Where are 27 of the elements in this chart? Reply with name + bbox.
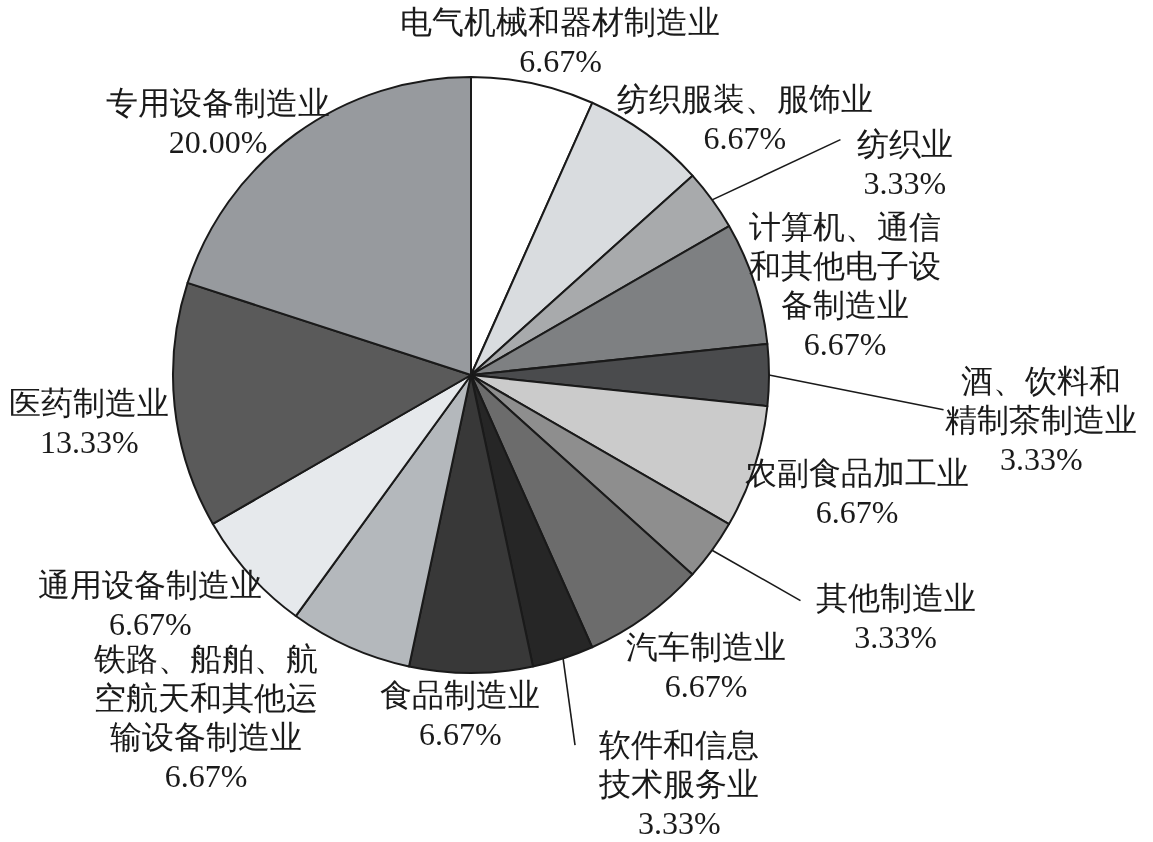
- data-label: 6.67%: [815, 494, 899, 531]
- slice-label: 纺织服装、服饰业: [616, 80, 873, 117]
- slice-label: 铁路、船舶、航空航天和其他运输设备制造业: [93, 640, 318, 755]
- slice-label: 软件和信息技术服务业: [598, 727, 760, 803]
- data-label: 6.67%: [664, 667, 748, 704]
- data-label: 3.33%: [863, 165, 947, 202]
- data-label: 13.33%: [40, 423, 139, 460]
- slice-label: 通用设备制造业: [38, 566, 263, 603]
- slice-label: 医药制造业: [9, 384, 170, 421]
- data-label: 6.67%: [419, 716, 502, 753]
- data-label: 3.33%: [1000, 441, 1083, 478]
- data-label: 6.67%: [519, 42, 602, 79]
- slice-label: 专用设备制造业: [106, 84, 331, 121]
- data-label: 6.67%: [164, 757, 248, 794]
- data-label: 6.67%: [109, 605, 192, 642]
- data-label: 3.33%: [854, 618, 937, 655]
- slice-label: 食品制造业: [380, 677, 541, 714]
- data-label: 3.33%: [638, 805, 721, 842]
- slice-label: 汽车制造业: [626, 628, 787, 665]
- slice-label: 计算机、通信和其他电子设备制造业: [749, 208, 942, 323]
- slice-label: 其他制造业: [815, 579, 976, 616]
- slice-label: 电气机械和器材制造业: [400, 3, 721, 40]
- slice-label: 酒、饮料和精制茶制造业: [945, 363, 1138, 439]
- data-label: 6.67%: [803, 325, 887, 362]
- slice-label: 纺织业: [856, 126, 953, 163]
- data-label: 6.67%: [703, 119, 787, 156]
- data-label: 20.00%: [168, 123, 268, 160]
